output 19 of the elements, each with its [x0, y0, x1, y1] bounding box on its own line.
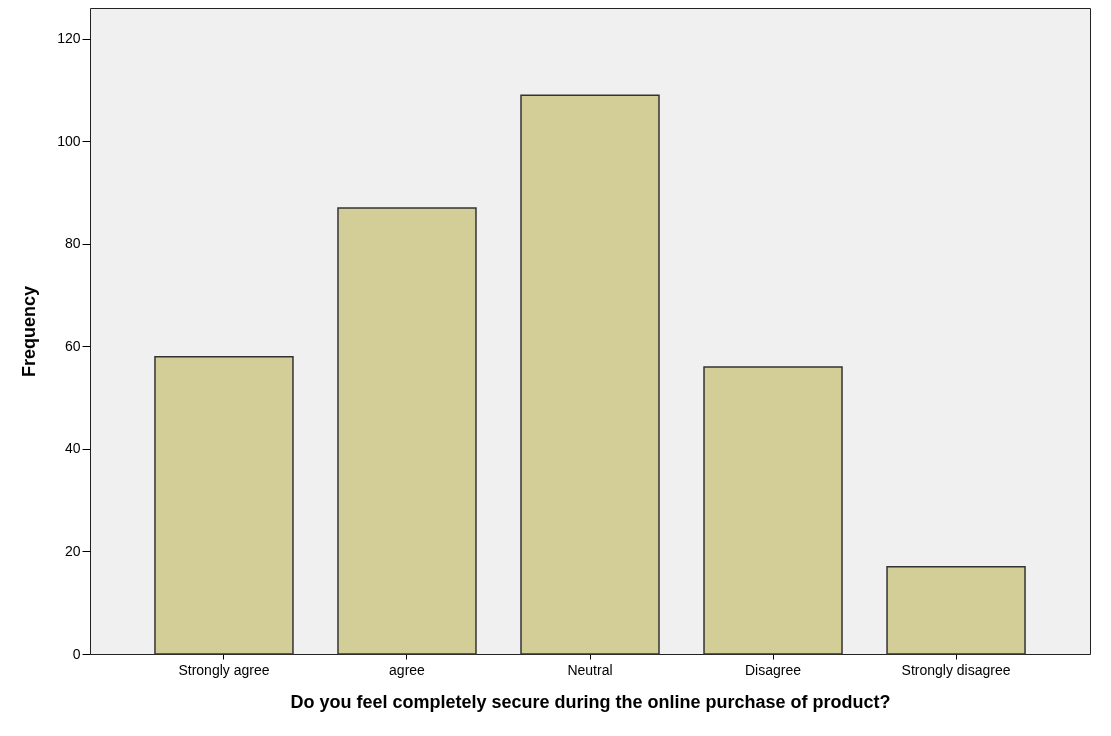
y-tick-label: 20 — [64, 542, 81, 559]
y-axis-title: Frequency — [19, 285, 40, 378]
x-tick-label: Strongly disagree — [901, 661, 1011, 678]
y-tick-label: 100 — [57, 132, 81, 149]
x-tick-label: Strongly agree — [178, 661, 270, 678]
y-tick-label: 120 — [57, 30, 81, 47]
bar — [520, 94, 660, 655]
x-tick-label: Disagree — [745, 661, 802, 678]
y-tick-label: 40 — [64, 440, 81, 457]
x-axis-title: Do you feel completely secure during the online purchase of product? — [290, 691, 891, 712]
y-tick-label: 60 — [64, 337, 81, 354]
x-tick-label: Neutral — [567, 661, 613, 678]
y-tick-label: 0 — [72, 645, 81, 662]
bar — [154, 355, 294, 655]
y-tick-label: 80 — [64, 235, 81, 252]
x-tick-label: agree — [389, 661, 426, 678]
bar — [886, 566, 1026, 655]
bar — [703, 366, 843, 655]
bar — [337, 207, 477, 655]
